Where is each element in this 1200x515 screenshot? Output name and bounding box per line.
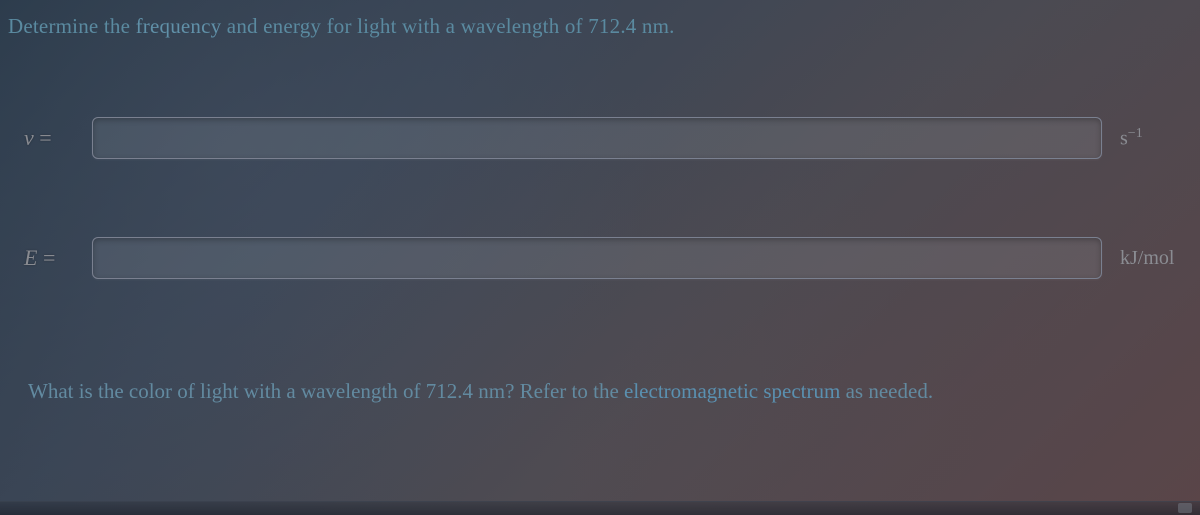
electromagnetic-spectrum-link[interactable]: electromagnetic spectrum bbox=[624, 379, 840, 403]
frequency-input[interactable] bbox=[92, 117, 1102, 159]
q1-suffix: . bbox=[669, 14, 674, 38]
energy-var-label: E = bbox=[24, 245, 92, 271]
frequency-var-label: ν = bbox=[24, 125, 92, 151]
energy-input[interactable] bbox=[92, 237, 1102, 279]
nu-symbol: ν bbox=[24, 125, 34, 150]
q2-value: 712.4 nm bbox=[426, 379, 505, 403]
resize-handle-icon[interactable] bbox=[1178, 503, 1192, 513]
q1-value: 712.4 nm bbox=[588, 14, 669, 38]
unit-s: s bbox=[1120, 127, 1128, 149]
eq-sign-2: = bbox=[37, 245, 55, 270]
frequency-row: ν = s−1 bbox=[6, 117, 1194, 159]
q2-mid: ? Refer to the bbox=[505, 379, 624, 403]
q2-prefix: What is the color of light with a wavele… bbox=[28, 379, 426, 403]
q2-suffix: as needed. bbox=[840, 379, 933, 403]
energy-row: E = kJ/mol bbox=[6, 237, 1194, 279]
e-symbol: E bbox=[24, 245, 37, 270]
unit-exp: −1 bbox=[1128, 126, 1143, 141]
question-2-text: What is the color of light with a wavele… bbox=[6, 379, 1194, 404]
q1-keyword: frequency bbox=[136, 14, 222, 38]
frequency-unit: s−1 bbox=[1120, 126, 1143, 151]
q1-mid: and energy for light with a wavelength o… bbox=[221, 14, 588, 38]
energy-unit: kJ/mol bbox=[1120, 247, 1174, 270]
bottom-border bbox=[0, 501, 1200, 515]
q1-prefix: Determine the bbox=[8, 14, 136, 38]
eq-sign-1: = bbox=[34, 125, 52, 150]
question-1-text: Determine the frequency and energy for l… bbox=[6, 14, 1194, 39]
question-panel: Determine the frequency and energy for l… bbox=[0, 0, 1200, 515]
